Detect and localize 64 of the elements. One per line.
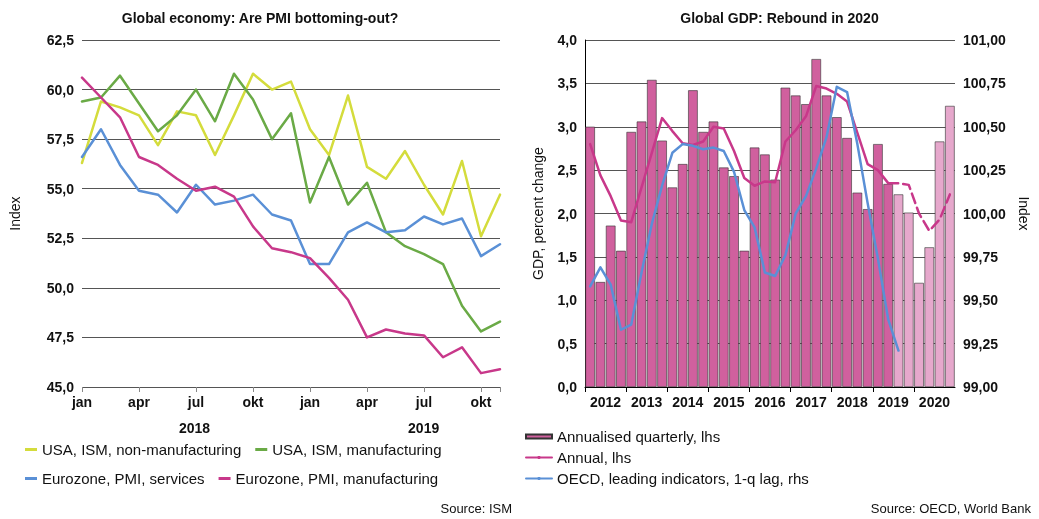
legend-label: Annual, lhs (557, 449, 632, 466)
x-tick-label: 2015 (713, 394, 745, 410)
x-tick-label: 2019 (877, 394, 910, 410)
y-tick-label: 1,5 (557, 248, 578, 265)
y2-tick-label: 100,75 (963, 75, 1007, 92)
y-tick-label: 47,5 (46, 329, 75, 346)
y-tick-label: 55,0 (46, 180, 75, 197)
y2-tick-label: 99,25 (963, 335, 999, 352)
y2-tick-label: 100,50 (963, 118, 1007, 135)
x-tick-label: apr (128, 394, 151, 410)
legend-label: USA, ISM, non-manufacturing (42, 441, 242, 458)
source-note: Source: OECD, World Bank (870, 501, 1032, 516)
source-note: Source: ISM (440, 501, 513, 516)
y-tick-label: 2,0 (557, 205, 578, 222)
legend-label: Eurozone, PMI, manufacturing (235, 470, 439, 487)
x-tick-label: 2013 (631, 394, 663, 410)
y-tick-label: 1,0 (557, 292, 578, 309)
legend-label: Annualised quarterly, lhs (557, 428, 721, 445)
legend-label: OECD, leading indicators, 1-q lag, rhs (557, 470, 809, 487)
x-tick-label: apr (356, 394, 379, 410)
x-tick-label: 2020 (918, 394, 951, 410)
legend-label: Eurozone, PMI, services (42, 470, 205, 487)
x-tick-label: jul (186, 394, 205, 410)
x-tick-label: jan (298, 394, 321, 410)
y-tick-label: 3,0 (557, 118, 578, 135)
y-tick-label: 3,5 (557, 75, 578, 92)
x-tick-label: 2012 (589, 394, 622, 410)
x-tick-label: jul (414, 394, 433, 410)
y-axis-title: GDP, percent change (530, 146, 546, 280)
y-tick-label: 4,0 (557, 32, 578, 48)
chart-title: Global economy: Are PMI bottoming-out? (121, 10, 399, 26)
line-series (80, 72, 502, 333)
y-tick-label: 50,0 (46, 279, 75, 296)
x-tick-label: 2014 (672, 394, 704, 410)
x-tick-label: 2018 (836, 394, 868, 410)
y-tick-label: 2,5 (557, 162, 578, 179)
y-tick-label: 57,5 (46, 131, 75, 148)
y2-tick-label: 100,25 (963, 162, 1007, 179)
legend-label: USA, ISM, manufacturing (272, 441, 442, 458)
y2-tick-label: 99,75 (963, 248, 999, 265)
line-series (80, 76, 502, 375)
line-series (80, 127, 502, 266)
chart-title: Global GDP: Rebound in 2020 (680, 10, 879, 26)
y2-tick-label: 99,50 (963, 292, 999, 309)
x-tick-label: jan (70, 394, 93, 410)
y2-tick-label: 99,00 (963, 379, 999, 395)
y-tick-label: 52,5 (46, 230, 75, 247)
y2-axis-title: Index (1016, 196, 1032, 231)
x-tick-label: 2017 (795, 394, 827, 410)
y-tick-label: 62,5 (46, 32, 75, 48)
x-tick-label: okt (242, 394, 264, 410)
y-tick-label: 45,0 (46, 379, 75, 395)
line-series (80, 72, 502, 238)
x-tick-label: okt (470, 394, 492, 410)
text: 2018 (178, 420, 211, 436)
y-tick-label: 0,0 (557, 379, 578, 395)
y2-tick-label: 101,00 (963, 32, 1007, 48)
y2-tick-label: 100,00 (963, 205, 1007, 222)
text: 2019 (408, 420, 440, 436)
line-series (588, 85, 900, 352)
y-tick-label: 0,5 (557, 335, 578, 352)
y-tick-label: 60,0 (46, 81, 75, 98)
x-tick-label: 2016 (754, 394, 786, 410)
y-axis-title: Index (7, 196, 23, 231)
